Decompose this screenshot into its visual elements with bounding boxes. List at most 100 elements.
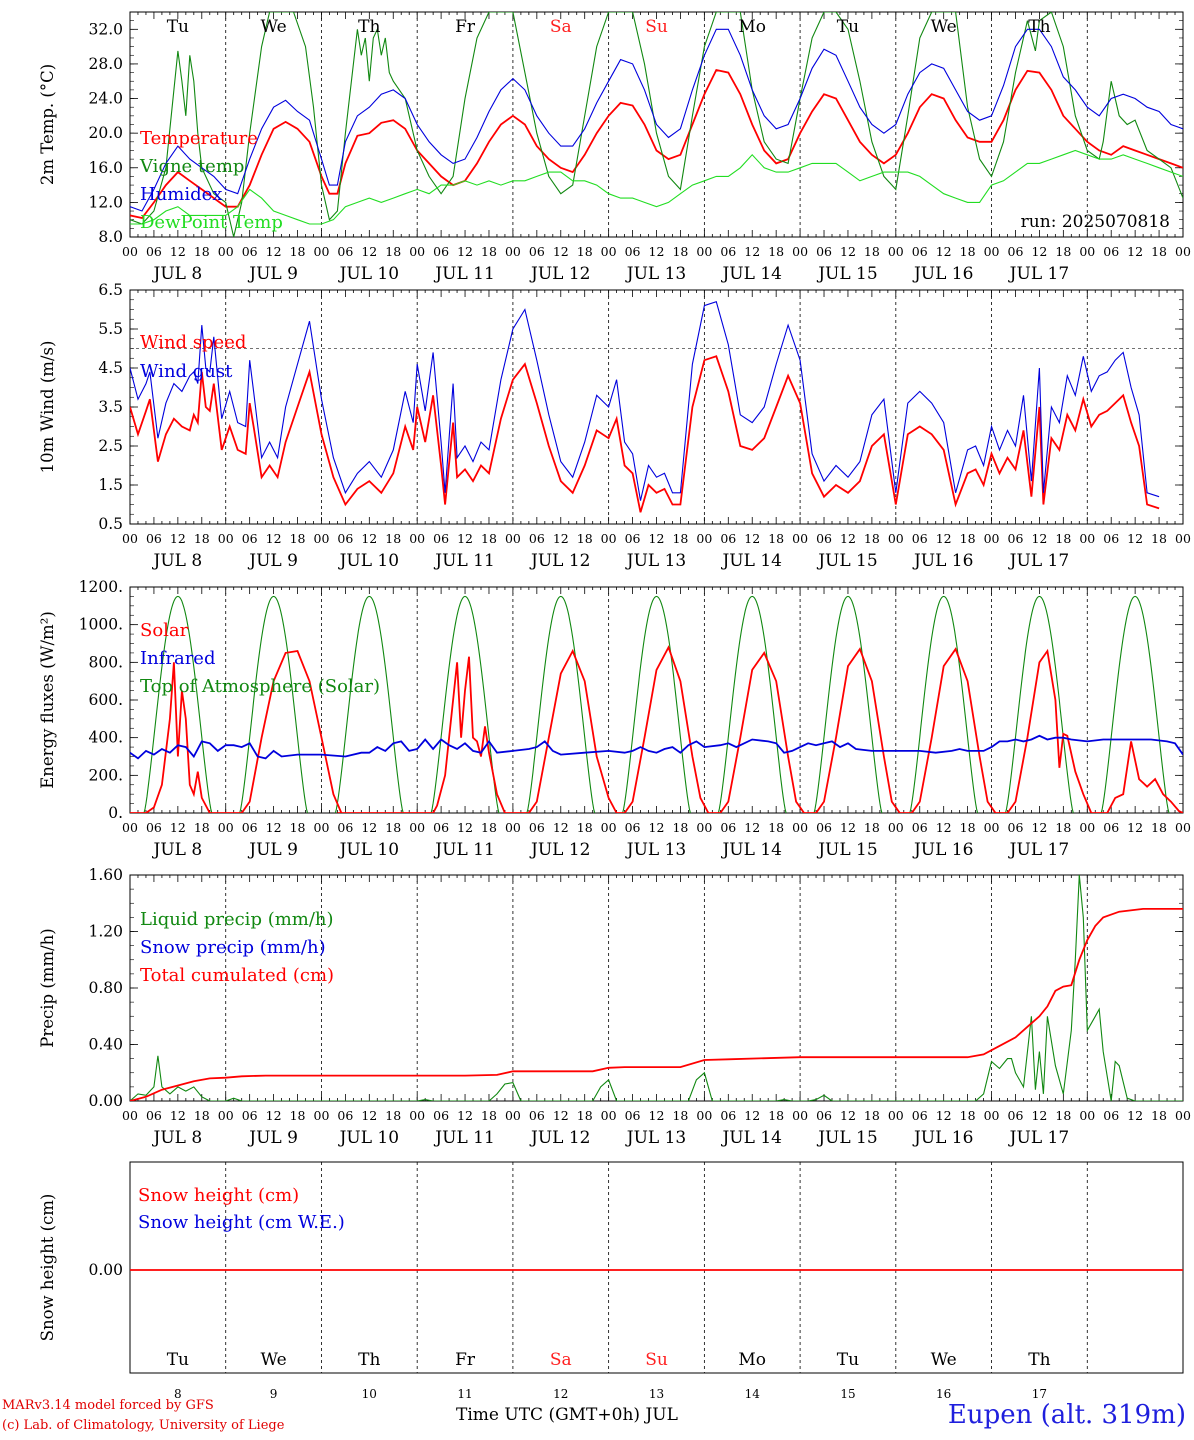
hour-tick-label: 06	[433, 820, 449, 835]
hour-tick-label: 06	[146, 820, 162, 835]
hour-tick-label: 12	[457, 820, 473, 835]
hour-tick-label: 12	[1127, 1108, 1143, 1123]
hour-tick-label: 06	[1008, 244, 1024, 259]
y-axis-label: 10m Wind (m/s)	[38, 341, 57, 474]
hour-tick-label: 06	[625, 244, 641, 259]
hour-tick-label: 06	[816, 244, 832, 259]
model-credit: MARv3.14 model forced by GFS	[2, 1398, 214, 1413]
hour-tick-label: 00	[122, 1108, 138, 1123]
series-total-cumulated-cm-	[130, 908, 1183, 1101]
hour-tick-label: 12	[170, 1108, 186, 1123]
hour-tick-label: 00	[792, 1108, 808, 1123]
date-label: JUL 9	[247, 1128, 298, 1148]
hour-tick-label: 00	[984, 1108, 1000, 1123]
date-label: JUL 14	[720, 840, 781, 860]
hour-tick-label: 18	[1055, 1108, 1071, 1123]
hour-tick-label: 06	[720, 531, 736, 546]
y-tick-label: 28.0	[88, 55, 123, 73]
hour-tick-label: 06	[720, 244, 736, 259]
hour-tick-label: 12	[266, 820, 282, 835]
hour-tick-label: 06	[1103, 244, 1119, 259]
hour-tick-label: 06	[1008, 820, 1024, 835]
y-tick-label: 400.	[88, 729, 123, 747]
date-label: JUL 15	[816, 1128, 877, 1148]
hour-tick-label: 12	[361, 531, 377, 546]
date-label: JUL 14	[720, 1128, 781, 1148]
hour-tick-label: 06	[146, 1108, 162, 1123]
series-solar	[130, 645, 1183, 813]
hour-tick-label: 06	[242, 820, 258, 835]
date-label: JUL 8	[152, 264, 203, 284]
y-tick-label: 0.00	[88, 1092, 123, 1110]
hour-tick-label: 18	[577, 531, 593, 546]
hour-tick-label: 00	[1079, 244, 1095, 259]
hour-tick-label: 12	[840, 820, 856, 835]
y-tick-label: 800.	[88, 653, 123, 671]
hour-tick-label: 06	[146, 531, 162, 546]
hour-tick-label: 00	[696, 1108, 712, 1123]
hour-tick-label: 00	[601, 244, 617, 259]
hour-tick-label: 06	[529, 244, 545, 259]
hour-tick-label: 12	[457, 1108, 473, 1123]
day-number-label: 15	[840, 1387, 855, 1401]
date-label: JUL 10	[338, 264, 399, 284]
hour-tick-label: 18	[768, 531, 784, 546]
hour-tick-label: 18	[577, 1108, 593, 1123]
hour-tick-label: 12	[649, 1108, 665, 1123]
date-label: JUL 12	[529, 840, 590, 860]
date-label: JUL 8	[152, 840, 203, 860]
y-tick-label: 5.5	[98, 320, 123, 338]
hour-tick-label: 18	[385, 244, 401, 259]
hour-tick-label: 00	[984, 244, 1000, 259]
weekday-label-bottom: We	[261, 1350, 287, 1370]
hour-tick-label: 00	[218, 1108, 234, 1123]
y-tick-label: 1.20	[88, 923, 123, 941]
y-tick-label: 200.	[88, 766, 123, 784]
series-infrared	[130, 734, 1183, 760]
hour-tick-label: 06	[337, 1108, 353, 1123]
weekday-label: Th	[358, 17, 380, 37]
hour-tick-label: 12	[649, 531, 665, 546]
hour-tick-label: 18	[768, 244, 784, 259]
hour-tick-label: 00	[409, 531, 425, 546]
date-label: JUL 9	[247, 551, 298, 571]
weekday-label-bottom: Mo	[738, 1350, 766, 1370]
date-label: JUL 10	[338, 551, 399, 571]
day-number-label: 9	[270, 1387, 278, 1401]
hour-tick-label: 12	[840, 531, 856, 546]
hour-tick-label: 18	[385, 820, 401, 835]
panel-snow	[129, 1161, 1184, 1374]
weekday-label-bottom: Th	[1028, 1350, 1050, 1370]
hour-tick-label: 12	[1127, 244, 1143, 259]
weekday-label: Fr	[455, 17, 476, 37]
hour-tick-label: 06	[433, 531, 449, 546]
date-label: JUL 11	[433, 264, 494, 284]
weekday-label-bottom: Tu	[167, 1350, 189, 1370]
hour-tick-label: 12	[936, 1108, 952, 1123]
hour-tick-label: 00	[218, 244, 234, 259]
legend-item: Total cumulated (cm)	[140, 965, 334, 986]
weekday-label: Tu	[837, 17, 859, 37]
hour-tick-label: 00	[122, 244, 138, 259]
panel-wind	[129, 289, 1184, 525]
hour-tick-label: 06	[720, 820, 736, 835]
hour-tick-label: 12	[553, 820, 569, 835]
hour-tick-label: 18	[385, 531, 401, 546]
y-axis-label: Snow height (cm)	[38, 1194, 57, 1342]
hour-tick-label: 12	[744, 531, 760, 546]
series-toa-solar	[143, 595, 1170, 813]
hour-tick-label: 18	[1151, 244, 1167, 259]
legend-item: Humidex	[140, 184, 222, 205]
hour-tick-label: 00	[1079, 820, 1095, 835]
hour-tick-label: 06	[1103, 531, 1119, 546]
day-number-label: 13	[649, 1387, 664, 1401]
series-temperature	[130, 68, 1183, 220]
hour-tick-label: 12	[266, 1108, 282, 1123]
hour-tick-label: 06	[337, 244, 353, 259]
hour-tick-label: 18	[864, 244, 880, 259]
day-number-label: 14	[745, 1387, 761, 1401]
hour-tick-label: 18	[1055, 244, 1071, 259]
weekday-label-bottom: Th	[358, 1350, 380, 1370]
day-number-label: 10	[362, 1387, 377, 1401]
hour-tick-label: 00	[601, 820, 617, 835]
